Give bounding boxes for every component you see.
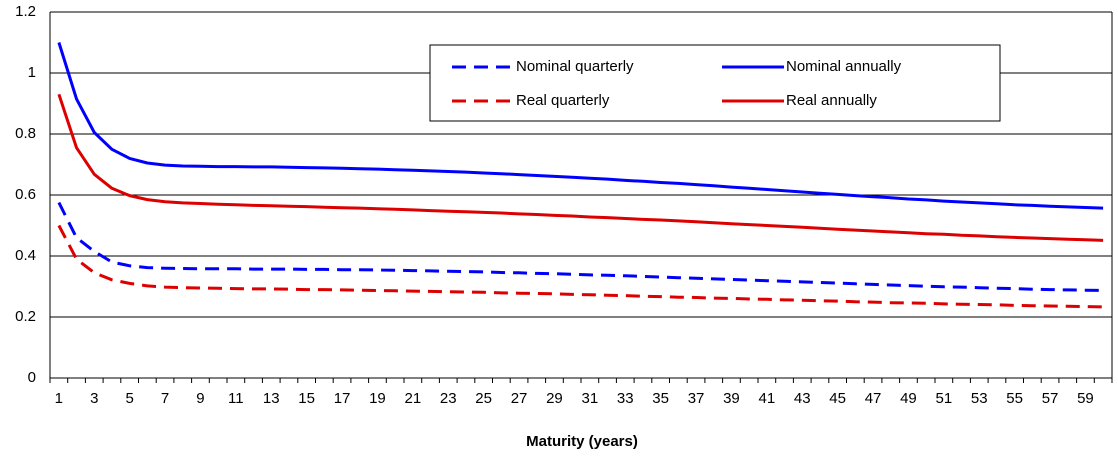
y-tick-label: 0.8 [15, 125, 36, 142]
x-tick-label: 43 [794, 390, 811, 407]
x-tick-label: 9 [196, 390, 204, 407]
x-tick-label: 49 [900, 390, 917, 407]
x-tick-label: 41 [759, 390, 776, 407]
x-tick-label: 31 [582, 390, 599, 407]
x-tick-label: 17 [334, 390, 351, 407]
x-tick-label: 51 [936, 390, 953, 407]
x-tick-label: 19 [369, 390, 386, 407]
x-tick-label: 33 [617, 390, 634, 407]
x-tick-label: 55 [1006, 390, 1023, 407]
x-tick-label: 47 [865, 390, 882, 407]
y-tick-label: 0.4 [15, 247, 36, 264]
legend-box [429, 44, 1001, 122]
legend-label: Real annually [786, 92, 877, 109]
x-tick-label: 57 [1042, 390, 1059, 407]
y-tick-label: 0.2 [15, 308, 36, 325]
x-tick-label: 23 [440, 390, 457, 407]
x-tick-label: 1 [55, 390, 63, 407]
x-tick-label: 53 [971, 390, 988, 407]
x-tick-label: 21 [405, 390, 422, 407]
x-tick-label: 13 [263, 390, 280, 407]
y-tick-label: 1.2 [15, 3, 36, 20]
legend-label: Real quarterly [516, 92, 610, 109]
series-line [57, 201, 1104, 292]
y-tick-label: 0 [28, 369, 36, 386]
legend-label: Nominal annually [786, 58, 902, 75]
x-tick-label: 15 [298, 390, 315, 407]
series-line [57, 93, 1104, 242]
legend-label: Nominal quarterly [516, 58, 634, 75]
y-tick-label: 0.6 [15, 186, 36, 203]
x-tick-label: 29 [546, 390, 563, 407]
x-tick-label: 37 [688, 390, 705, 407]
series-line [57, 42, 1104, 210]
x-tick-label: 5 [125, 390, 133, 407]
x-tick-label: 11 [228, 390, 244, 407]
x-tick-label: 35 [652, 390, 669, 407]
series-line [57, 224, 1104, 309]
x-tick-label: 3 [90, 390, 98, 407]
x-tick-label: 59 [1077, 390, 1094, 407]
x-tick-label: 27 [511, 390, 528, 407]
x-tick-label: 7 [161, 390, 169, 407]
x-tick-label: 39 [723, 390, 740, 407]
x-tick-label: 45 [829, 390, 846, 407]
x-axis-title: Maturity (years) [526, 433, 638, 450]
x-tick-label: 25 [475, 390, 492, 407]
y-tick-label: 1 [28, 64, 36, 81]
